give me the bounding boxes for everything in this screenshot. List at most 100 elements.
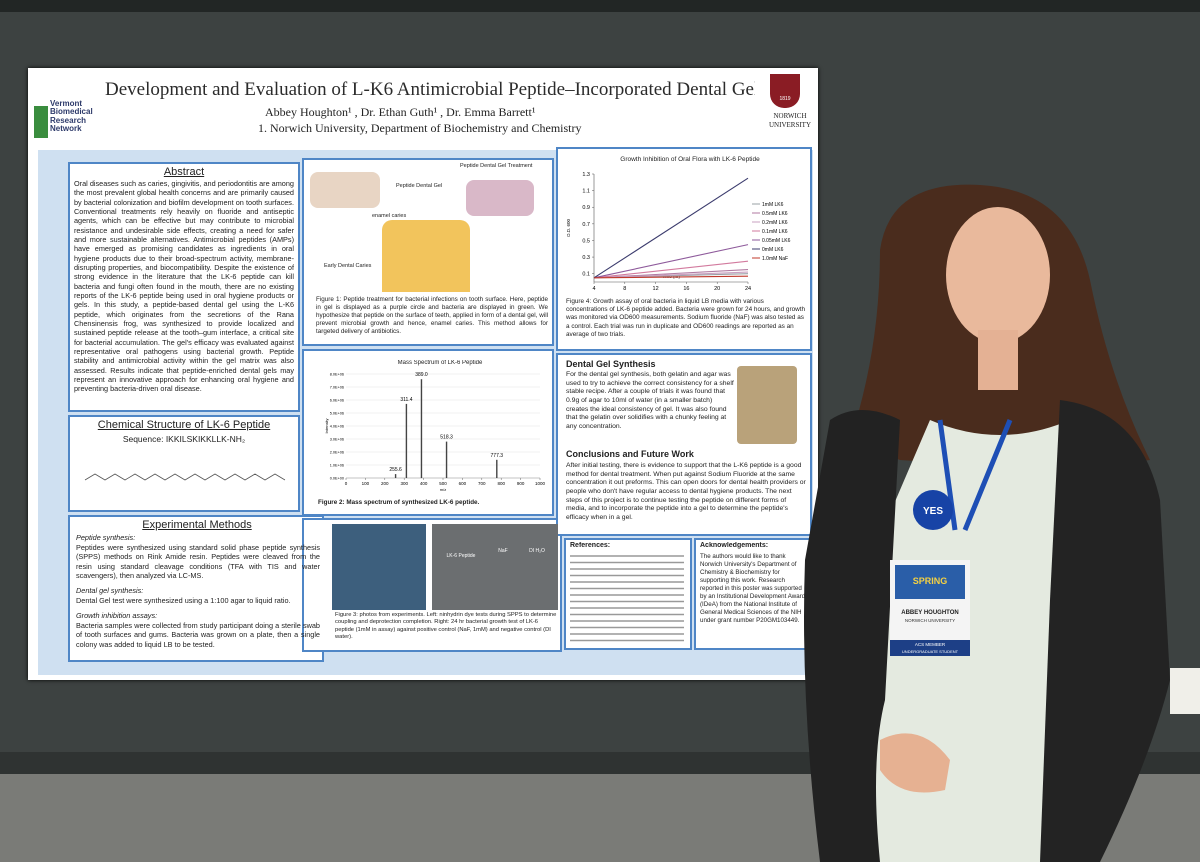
figure-caption: Figure 1: Peptide treatment for bacteria… (316, 296, 548, 336)
cardigan-right (1040, 400, 1170, 862)
x-tick-label: 500 (439, 481, 447, 486)
x-tick-label: 16 (683, 286, 689, 292)
figure-label: LK-6 Peptide (446, 553, 476, 559)
teeth-photo (310, 172, 380, 208)
poster-title: Development and Evaluation of L-K6 Antim… (105, 79, 755, 100)
method-label: Growth inhibition assays: (76, 611, 158, 620)
peak-label: 389.0 (415, 372, 428, 378)
y-tick-label: 0.7 (582, 222, 590, 228)
legend-label: 0.1mM LK6 (762, 229, 788, 235)
peak-label: 255.6 (389, 467, 402, 473)
x-tick-label: 700 (478, 481, 486, 486)
y-tick-label: 1.1 (582, 189, 590, 195)
badge-event: SPRING (913, 576, 948, 586)
section-heading: References: (570, 542, 611, 549)
figure-caption: Figure 4: Growth assay of oral bacteria … (566, 298, 806, 338)
fig2-panel (302, 349, 554, 516)
x-tick-label: 4 (592, 286, 595, 292)
peak-label: 777.3 (491, 453, 504, 459)
fig4-panel (556, 147, 812, 351)
x-tick-label: 400 (420, 481, 428, 486)
y-tick-label: 1.3 (582, 172, 590, 178)
figure-label: enamel caries (372, 213, 407, 219)
figure-label: DI H₂O (529, 548, 545, 554)
x-tick-label: 1000 (535, 481, 546, 486)
y-tick-label: 2.0E+06 (330, 451, 344, 455)
button-text: YES (923, 506, 943, 517)
x-tick-label: 20 (714, 286, 720, 292)
x-tick-label: 800 (497, 481, 505, 486)
logo-year: 1819 (779, 96, 791, 102)
y-tick-label: 7.0E+06 (330, 386, 344, 390)
x-tick-label: 24 (745, 286, 751, 292)
badge-name: ABBEY HOUGHTON (901, 610, 958, 616)
section-heading: Conclusions and Future Work (566, 449, 694, 459)
badge-banner (895, 565, 965, 599)
chart-title: Growth Inhibition of Oral Flora with LK-… (620, 156, 760, 163)
x-tick-label: 100 (362, 481, 370, 486)
peak (394, 474, 397, 478)
logo-right-shield (770, 74, 800, 108)
button (913, 490, 953, 530)
legend-label: 1.0mM NaF (762, 256, 788, 262)
legend-label: 1mM LK6 (762, 202, 784, 208)
section-heading: Chemical Structure of LK-6 Peptide (97, 419, 271, 431)
legend-label: 0.2mM LK6 (762, 220, 788, 226)
figure-label: Early Dental Caries (324, 263, 372, 269)
cardigan-left (804, 410, 900, 862)
figure-label: Peptide Dental Gel Treatment (460, 163, 533, 169)
y-tick-label: 0.0E+00 (330, 477, 344, 481)
badge-footer (890, 640, 970, 656)
line-series (593, 177, 749, 279)
neck (978, 330, 1018, 390)
x-tick-label: 300 (400, 481, 408, 486)
authors: Abbey Houghton¹ , Dr. Ethan Guth¹ , Dr. … (265, 105, 536, 119)
y-tick-label: 0.9 (582, 205, 590, 211)
x-axis-label: m/z (440, 487, 446, 492)
y-tick-label: 6.0E+06 (330, 399, 344, 403)
figure-label: Peptide Dental Gel (396, 183, 443, 189)
y-tick-label: 8.0E+06 (330, 373, 344, 377)
abstract-text: Oral diseases such as caries, gingivitis… (74, 179, 294, 394)
legend-label: 0.05mM LK6 (762, 238, 791, 244)
x-tick-label: 0 (345, 481, 348, 486)
hands (880, 733, 950, 793)
conclusions-text: After initial testing, there is evidence… (566, 462, 806, 522)
legend-label: 0.5mM LK6 (762, 211, 788, 217)
y-tick-label: 5.0E+06 (330, 412, 344, 416)
affiliation: 1. Norwich University, Department of Bio… (258, 121, 582, 135)
section-heading: Abstract (163, 166, 205, 178)
y-tick-label: 4.0E+06 (330, 425, 344, 429)
photo-tubes (332, 524, 426, 610)
logo-left: Vermont Biomedical Research Network (50, 100, 93, 134)
chart-title: Mass Spectrum of LK-6 Peptide (397, 360, 483, 366)
methods-panel (68, 515, 324, 662)
y-tick-label: 0.5 (582, 238, 590, 244)
teeth-photo (466, 180, 534, 216)
peak-label: 518.3 (440, 435, 453, 441)
x-tick-label: 12 (653, 286, 659, 292)
badge-member: ACS MEMBER (915, 642, 946, 647)
sequence: Sequence: IKKILSKIKKLLK-NH₂ (122, 434, 246, 444)
y-tick-label: 3.0E+06 (330, 438, 344, 442)
y-tick-label: 0.1 (582, 272, 590, 278)
cup (1170, 668, 1200, 714)
figure-label: NaF (498, 548, 508, 554)
section-heading: Acknowledgements: (700, 542, 769, 549)
figure-caption: Figure 2: Mass spectrum of synthesized L… (318, 499, 480, 506)
chem-panel (68, 415, 300, 512)
badge-status: UNDERGRADUATE STUDENT (902, 649, 959, 654)
line-series (593, 244, 749, 279)
logo-right: NORWICH UNIVERSITY (769, 112, 811, 129)
gel-photo (737, 366, 797, 444)
gel-text: For the dental gel synthesis, both gelat… (566, 371, 734, 431)
tooth-diagram (382, 220, 470, 292)
line-series (593, 271, 749, 279)
x-tick-label: 8 (623, 286, 626, 292)
logo-left-mark (34, 106, 48, 138)
photo-plates (432, 524, 558, 610)
x-tick-label: 900 (517, 481, 525, 486)
acknowledgements-text: The authors would like to thank Norwich … (700, 553, 806, 624)
